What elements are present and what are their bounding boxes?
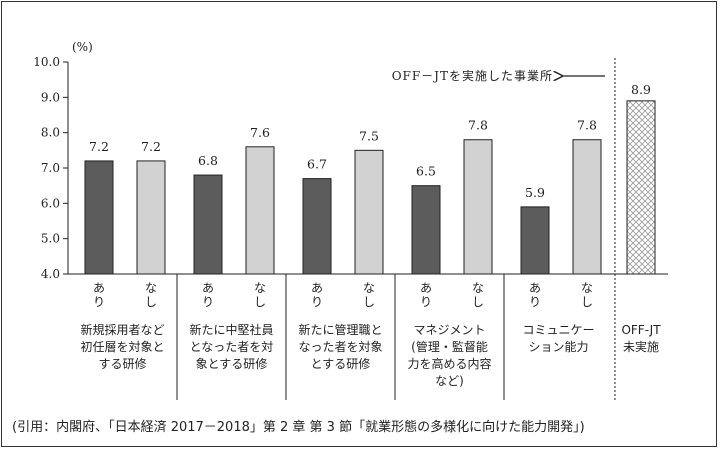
bar-category-label: あ xyxy=(93,281,105,295)
group-label: する研修 xyxy=(98,356,146,371)
bar-nashi xyxy=(245,146,275,275)
group-label: 未実施 xyxy=(623,339,659,354)
x-axis-labels: ありなし新規採用者など初任層を対象とする研修ありなし新たに中堅社員となった者を対… xyxy=(80,274,661,400)
data-label: 7.8 xyxy=(468,118,488,133)
group-label: 新規採用者など xyxy=(80,322,164,337)
bar-category-label: り xyxy=(420,295,432,309)
bar-category-label: し xyxy=(363,295,375,309)
bar-category-label: り xyxy=(529,295,541,309)
y-tick-label: 9.0 xyxy=(41,90,60,104)
bar-category-label: あ xyxy=(420,281,432,295)
bars: 7.2 7.2 6.8 7.6 6.7 7.5 6.5 7.8 5.9 7.8 8.9 xyxy=(68,58,668,400)
group-label: なった者を対象 xyxy=(298,340,382,354)
bar-category-label: り xyxy=(311,295,323,309)
group-label: 新たに中堅社員 xyxy=(189,322,273,337)
bar-nashi xyxy=(136,160,166,275)
bar-category-label: な xyxy=(254,281,266,295)
data-label: 5.9 xyxy=(525,185,545,200)
bar-category-label: り xyxy=(202,295,214,309)
bar-category-label: し xyxy=(581,295,593,309)
y-tick-label: 6.0 xyxy=(41,196,60,210)
bar-category-label: し xyxy=(254,295,266,309)
bar-ari xyxy=(193,174,223,275)
y-axis: 4.0 5.0 6.0 7.0 8.0 9.0 10.0 xyxy=(33,55,69,281)
bar-off-jt-none xyxy=(626,100,656,275)
y-tick-label: 10.0 xyxy=(33,55,60,69)
data-label: 6.7 xyxy=(307,157,327,172)
group-label: ション能力 xyxy=(528,340,588,354)
group-label: 初任層を対象と xyxy=(80,340,164,354)
group-label: 力を高める内容 xyxy=(407,356,491,371)
bar-nashi xyxy=(572,139,602,275)
group-label: (管理・監督能 xyxy=(411,339,488,354)
group-label: とする研修 xyxy=(311,356,371,371)
bar-category-label: あ xyxy=(202,281,214,295)
bar-category-label: し xyxy=(472,295,484,309)
group-label: 新たに管理職と xyxy=(298,322,382,337)
bar-category-label: な xyxy=(472,281,484,295)
data-label: 7.8 xyxy=(577,118,597,133)
y-tick-label: 5.0 xyxy=(41,232,60,246)
bar-category-label: し xyxy=(145,295,157,309)
data-label: 7.2 xyxy=(141,139,161,154)
bar-nashi xyxy=(354,149,384,275)
bar-category-label: り xyxy=(93,295,105,309)
y-tick-label: 8.0 xyxy=(41,126,60,140)
data-label: 6.8 xyxy=(198,153,218,168)
data-label: 7.2 xyxy=(89,139,109,154)
data-label: 6.5 xyxy=(416,164,436,179)
data-label: 8.9 xyxy=(631,82,651,97)
group-label: マネジメント xyxy=(413,323,485,337)
bar-category-label: な xyxy=(363,281,375,295)
bar-ari xyxy=(302,178,332,275)
annotation-text: OFF－JTを実施した事業所 xyxy=(392,68,553,83)
group-label: となった者を対 xyxy=(190,340,274,354)
bar-nashi xyxy=(463,139,493,275)
y-tick-label: 7.0 xyxy=(41,161,60,175)
bar-ari xyxy=(520,206,550,275)
data-label: 7.5 xyxy=(359,128,379,143)
y-unit-label: (%) xyxy=(72,40,93,54)
bar-category-label: あ xyxy=(529,281,541,295)
group-label: コミュニケー xyxy=(522,323,594,337)
y-tick-label: 4.0 xyxy=(41,267,60,281)
bar-category-label: な xyxy=(145,281,157,295)
bar-ari xyxy=(84,160,114,275)
data-label: 7.6 xyxy=(250,125,270,140)
source-caption: (引用：内閣府、「日本経済 2017－2018」第 2 章 第 3 節「就業形態… xyxy=(12,420,585,435)
group-label: 象とする研修 xyxy=(196,356,268,371)
group-label: など) xyxy=(435,374,464,388)
group-label: OFF-JT xyxy=(621,323,661,337)
bar-category-label: な xyxy=(581,281,593,295)
bar-ari xyxy=(411,185,441,275)
bar-category-label: あ xyxy=(311,281,323,295)
